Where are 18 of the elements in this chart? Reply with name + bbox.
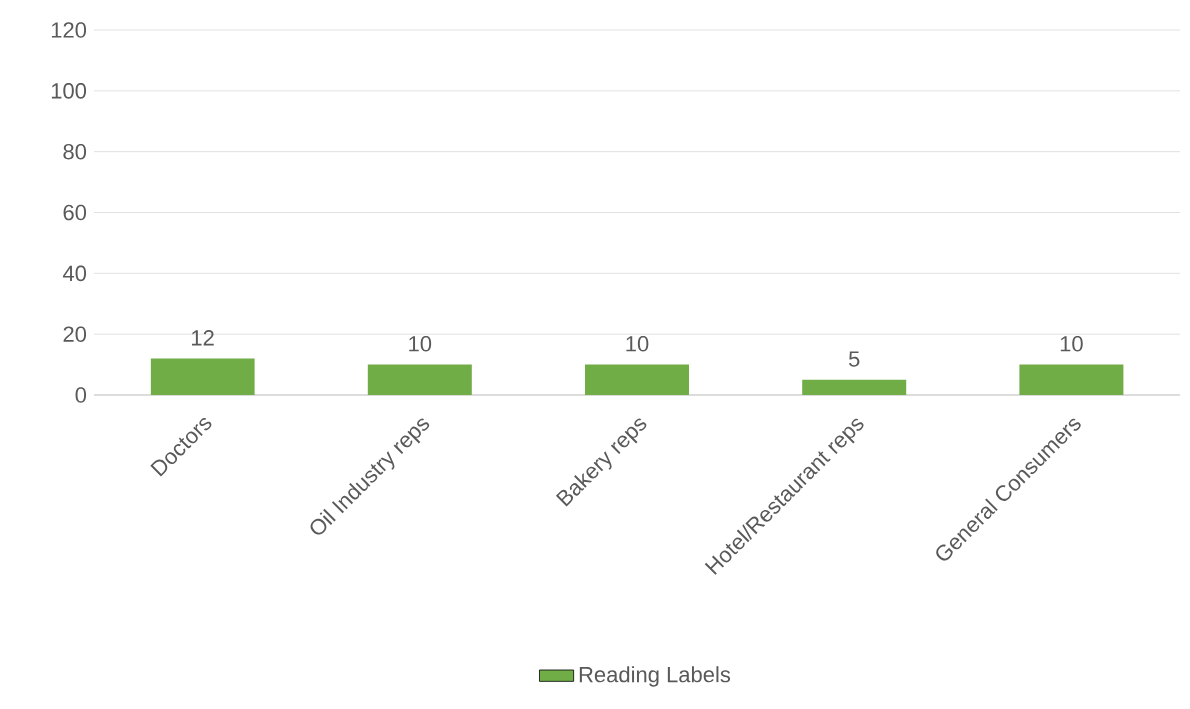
y-tick-label: 80 xyxy=(63,143,87,160)
bar xyxy=(1019,364,1124,395)
bar xyxy=(367,364,472,395)
data-label: 10 xyxy=(626,335,649,352)
y-tick-label: 100 xyxy=(51,83,87,99)
y-tick-label: 40 xyxy=(62,265,87,282)
data-label: 10 xyxy=(1060,335,1083,352)
y-tick-label: 120 xyxy=(51,22,87,38)
bar xyxy=(585,364,690,395)
bar xyxy=(150,358,255,395)
bar xyxy=(802,379,907,395)
data-label: 5 xyxy=(848,351,860,367)
data-label: 10 xyxy=(409,335,432,352)
data-label: 12 xyxy=(192,330,214,346)
legend-label: Reading Labels xyxy=(579,666,731,687)
y-tick-label: 20 xyxy=(63,326,87,342)
y-tick-label: 0 xyxy=(75,387,87,403)
y-tick-label: 60 xyxy=(63,204,87,221)
